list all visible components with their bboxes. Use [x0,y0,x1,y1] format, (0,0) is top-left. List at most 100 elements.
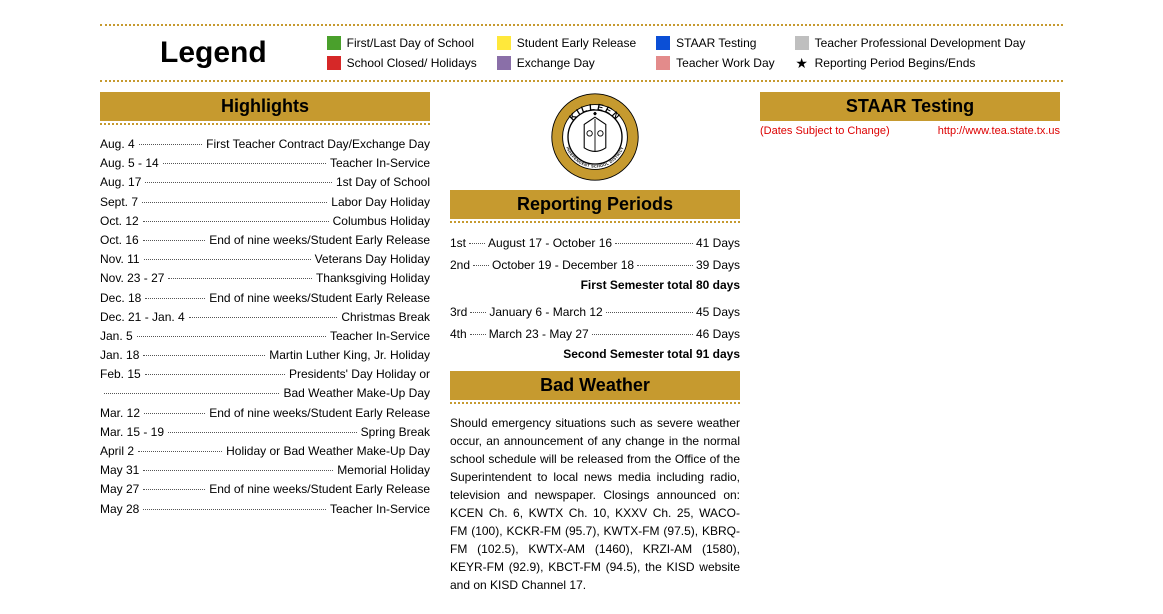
leader-dots [189,317,338,318]
divider-bottom [100,80,1063,82]
rp-range: March 23 - May 27 [489,324,589,346]
district-seal: KILLEEN INDEPENDENT SCHOOL DISTRICT [550,92,640,182]
highlight-date: May 31 [100,461,139,480]
legend-item: Student Early Release [497,36,636,50]
highlight-date: Jan. 18 [100,346,139,365]
rp-range: January 6 - March 12 [489,302,602,324]
leader-dots [143,221,329,222]
highlight-row: Mar. 15 - 19Spring Break [100,423,430,442]
highlight-date: Nov. 11 [100,250,140,269]
highlight-label: Martin Luther King, Jr. Holiday [269,346,430,365]
color-swatch [327,56,341,70]
rp-days: 41 Days [696,233,740,255]
leader-dots [168,432,357,433]
leader-dots [469,243,485,244]
leader-dots [143,509,326,510]
leader-dots [145,374,285,375]
highlight-label: Christmas Break [341,308,430,327]
legend-label: Reporting Period Begins/Ends [815,56,976,70]
reporting-row: 1stAugust 17 - October 1641 Days [450,233,740,255]
highlight-row: Jan. 18 Martin Luther King, Jr. Holiday [100,346,430,365]
highlights-header: Highlights [100,92,430,121]
highlight-label: End of nine weeks/Student Early Release [209,404,430,423]
highlight-row: Oct. 12Columbus Holiday [100,212,430,231]
highlight-label: Presidents' Day Holiday or [289,365,430,384]
leader-dots [143,240,206,241]
reporting-row: 4thMarch 23 - May 2746 Days [450,324,740,346]
highlight-date: Aug. 17 [100,173,141,192]
highlight-date: Jan. 5 [100,327,133,346]
reporting-periods-1: 1stAugust 17 - October 1641 Days2ndOctob… [450,233,740,276]
highlight-date: Sept. 7 [100,193,138,212]
rp-days: 45 Days [696,302,740,324]
color-swatch [795,36,809,50]
highlight-date: Mar. 12 [100,404,140,423]
middle-column: KILLEEN INDEPENDENT SCHOOL DISTRICT Repo… [450,92,740,594]
star-icon: ★ [795,56,809,70]
highlight-row: Aug. 4First Teacher Contract Day/Exchang… [100,135,430,154]
legend-item: Teacher Professional Development Day [795,36,1026,50]
leader-dots [139,144,202,145]
rp-ordinal: 3rd [450,302,467,324]
rp-ordinal: 1st [450,233,466,255]
highlight-date: Dec. 21 - Jan. 4 [100,308,185,327]
highlight-row: May 31Memorial Holiday [100,461,430,480]
legend-items: First/Last Day of School School Closed/ H… [327,36,1026,70]
highlight-date: Dec. 18 [100,289,141,308]
color-swatch [656,56,670,70]
color-swatch [327,36,341,50]
leader-dots [168,278,311,279]
legend-item: First/Last Day of School [327,36,477,50]
leader-dots [470,312,486,313]
leader-dots [144,413,205,414]
highlights-column: Highlights Aug. 4First Teacher Contract … [100,92,430,594]
legend-item: Teacher Work Day [656,56,774,70]
highlight-label: Spring Break [361,423,430,442]
highlight-row: Aug. 171st Day of School [100,173,430,192]
highlight-label: Teacher In-Service [330,327,430,346]
highlight-label: Labor Day Holiday [331,193,430,212]
highlight-date: May 27 [100,480,139,499]
leader-dots [606,312,693,313]
semester-1-total: First Semester total 80 days [450,278,740,292]
highlight-row: April 2Holiday or Bad Weather Make-Up Da… [100,442,430,461]
leader-dots [143,470,333,471]
staar-header: STAAR Testing [760,92,1060,121]
highlights-list: Aug. 4First Teacher Contract Day/Exchang… [100,135,430,519]
staar-subline: (Dates Subject to Change) http://www.tea… [760,125,1060,137]
legend-item: ★ Reporting Period Begins/Ends [795,56,1026,70]
legend-label: Exchange Day [517,56,595,70]
rp-ordinal: 4th [450,324,467,346]
legend-label: First/Last Day of School [347,36,474,50]
staar-url[interactable]: http://www.tea.state.tx.us [938,125,1060,137]
highlight-row: Oct. 16End of nine weeks/Student Early R… [100,231,430,250]
legend-label: STAAR Testing [676,36,756,50]
highlight-row: Mar. 12 End of nine weeks/Student Early R… [100,404,430,423]
highlight-label: Teacher In-Service [330,500,430,519]
legend-label: Teacher Work Day [676,56,774,70]
leader-dots [142,202,327,203]
highlight-label: Holiday or Bad Weather Make-Up Day [226,442,430,461]
divider-top [100,24,1063,26]
highlight-row: Sept. 7 Labor Day Holiday [100,193,430,212]
reporting-row: 2ndOctober 19 - December 1839 Days [450,255,740,277]
leader-dots [473,265,489,266]
legend-label: School Closed/ Holidays [347,56,477,70]
legend-label: Teacher Professional Development Day [815,36,1026,50]
dotted-under [450,219,740,223]
highlight-row: Jan. 5 Teacher In-Service [100,327,430,346]
highlight-row: Nov. 23 - 27Thanksgiving Holiday [100,269,430,288]
leader-dots [104,393,279,394]
highlight-label: Teacher In-Service [330,154,430,173]
leader-dots [163,163,326,164]
highlight-label: Thanksgiving Holiday [316,269,430,288]
highlight-row: Bad Weather Make-Up Day [100,384,430,403]
highlight-label: End of nine weeks/Student Early Release [209,480,430,499]
highlight-row: May 28Teacher In-Service [100,500,430,519]
legend: Legend First/Last Day of SchoolSchool Cl… [100,30,1063,76]
badweather-text: Should emergency situations such as seve… [450,414,740,594]
leader-dots [144,259,311,260]
highlight-date: Oct. 12 [100,212,139,231]
dotted-under [450,400,740,404]
highlight-row: Nov. 11Veterans Day Holiday [100,250,430,269]
